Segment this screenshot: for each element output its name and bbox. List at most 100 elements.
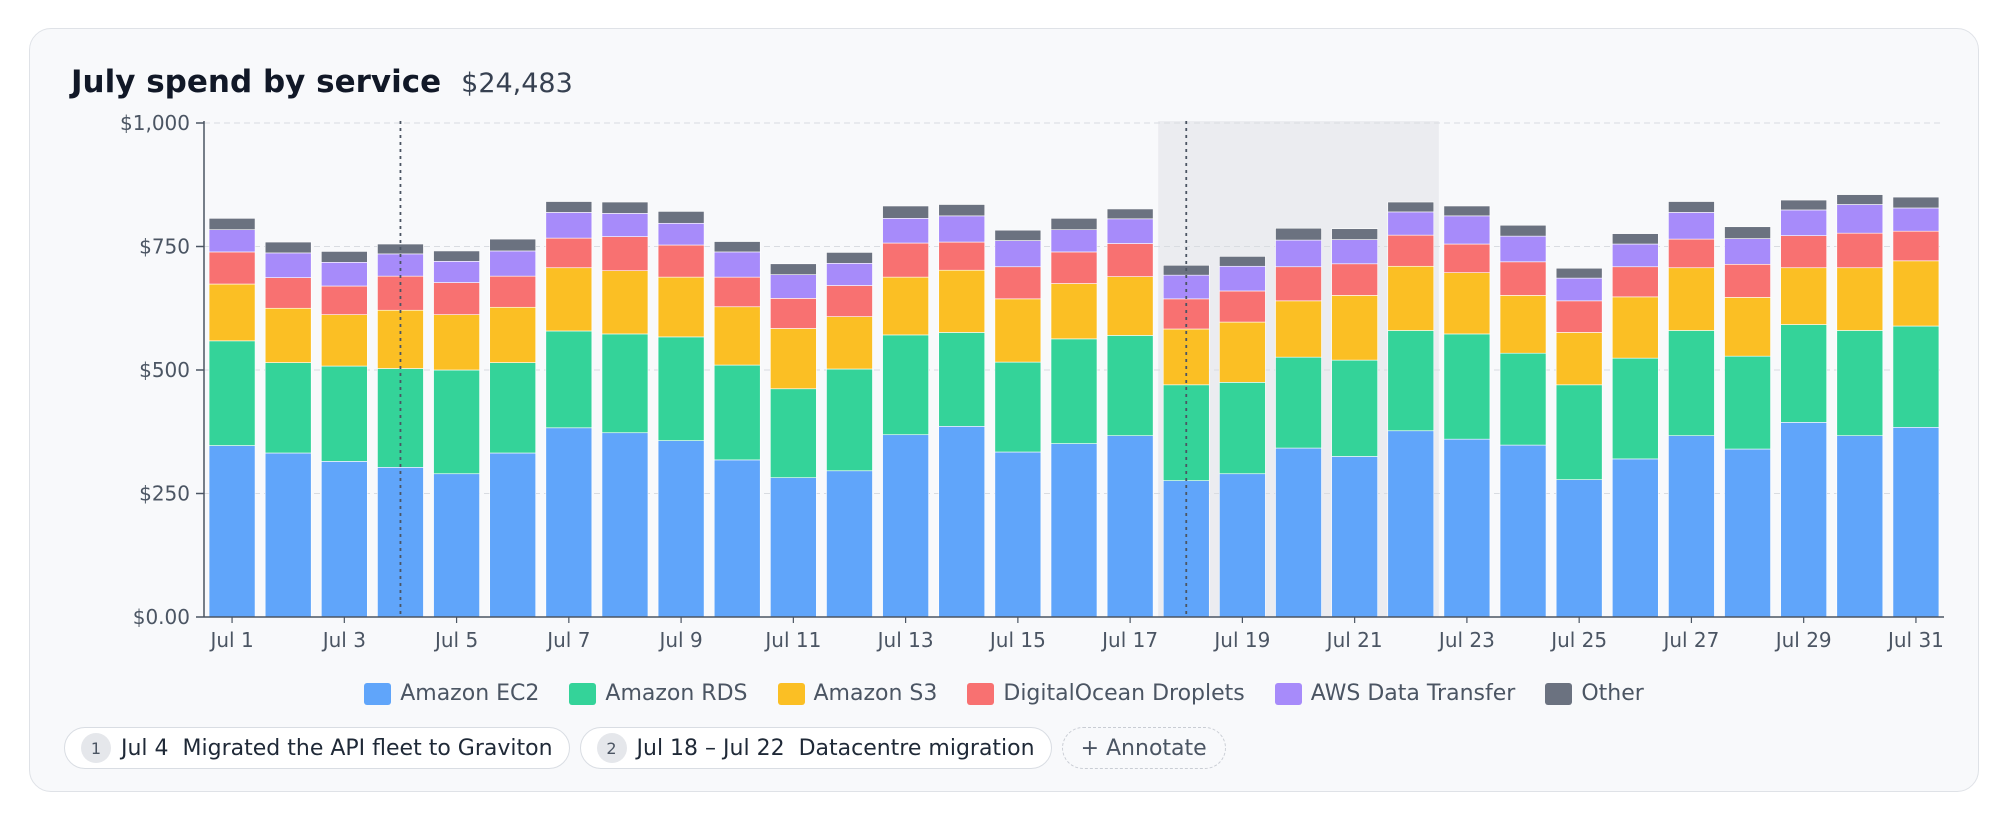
bar-segment: [1836, 194, 1884, 205]
bar-segment: [321, 285, 368, 315]
y-tick-label: $500: [139, 358, 190, 382]
annotation-text: Migrated the API fleet to Graviton: [182, 735, 553, 761]
x-tick-label: Jul 1: [208, 628, 253, 652]
legend-item-rds[interactable]: Amazon RDS: [569, 681, 748, 706]
bar-segment: [433, 282, 480, 315]
bar-segment: [994, 451, 1042, 618]
bar-segment: [770, 263, 817, 275]
bar-segment: [1555, 332, 1603, 386]
card-header: July spend by service $24,483: [71, 64, 573, 100]
bar-segment: [264, 241, 312, 254]
bar-segment: [938, 426, 986, 618]
bar-segment: [1892, 230, 1940, 262]
legend-item-s3[interactable]: Amazon S3: [777, 681, 937, 706]
bar-segment: [1499, 261, 1547, 296]
bar-segment: [770, 477, 817, 618]
x-tick-label: Jul 21: [1325, 628, 1383, 652]
bar-segment: [1106, 335, 1154, 437]
bar-segment: [489, 238, 537, 252]
bar-segment: [601, 236, 649, 272]
annotation-chip-1[interactable]: 1 Jul 4 Migrated the API fleet to Gravit…: [64, 727, 570, 769]
bar-segment: [1611, 243, 1659, 268]
bar-segment: [545, 267, 593, 332]
y-tick-label: $0.00: [133, 605, 190, 629]
bar-segment: [601, 201, 649, 214]
bar-segment: [1275, 300, 1322, 358]
bar-segment: [321, 365, 368, 462]
bar-segment: [1443, 272, 1491, 335]
legend-swatch: [364, 682, 392, 705]
bar-segment: [994, 240, 1042, 268]
legend-item-ec2[interactable]: Amazon EC2: [364, 681, 539, 706]
bar-segment: [1499, 352, 1547, 446]
bar-segment: [264, 252, 312, 278]
bar-segment: [601, 270, 649, 335]
bar-segment: [377, 253, 424, 277]
bar-segment: [713, 276, 761, 308]
bar-segment: [1836, 232, 1884, 269]
bar-segment: [1443, 205, 1491, 217]
bar-segment: [770, 298, 817, 329]
legend-item-other[interactable]: Other: [1545, 681, 1644, 706]
bar-segment: [826, 252, 873, 264]
bar-segment: [433, 369, 480, 475]
bar-segment: [1331, 239, 1378, 265]
bar-segment: [1331, 456, 1378, 618]
bar-segment: [601, 333, 649, 434]
bar-segment: [264, 277, 312, 309]
chart-legend: Amazon EC2 Amazon RDS Amazon S3 DigitalO…: [30, 681, 1978, 706]
bar-segment: [489, 306, 537, 363]
bar-segment: [938, 332, 986, 427]
x-tick-label: Jul 5: [433, 628, 478, 652]
bar-segment: [1499, 295, 1547, 354]
bar-segment: [1780, 422, 1827, 618]
bar-segment: [1443, 215, 1491, 245]
bar-segment: [208, 251, 256, 285]
bar-segment: [1275, 266, 1322, 302]
bar-segment: [1611, 296, 1659, 359]
add-annotation-button[interactable]: + Annotate: [1061, 727, 1226, 769]
bar-segment: [1611, 266, 1659, 298]
bar-segment: [1162, 274, 1210, 300]
bar-segment: [1780, 324, 1827, 423]
legend-swatch: [777, 682, 805, 705]
bar-segment: [545, 330, 593, 429]
legend-item-data-transfer[interactable]: AWS Data Transfer: [1274, 681, 1515, 706]
bar-segment: [1050, 251, 1098, 284]
bar-segment: [1275, 239, 1322, 268]
bar-segment: [433, 250, 480, 262]
annotation-text: Datacentre migration: [798, 735, 1035, 761]
bar-segment: [938, 215, 986, 243]
bar-segment: [713, 241, 761, 253]
bar-segment: [1275, 447, 1322, 618]
bar-segment: [1611, 233, 1659, 245]
bar-segment: [1387, 211, 1435, 236]
bar-segment: [208, 229, 256, 253]
bar-segment: [1555, 277, 1603, 302]
bar-segment: [1387, 234, 1435, 267]
annotation-chip-2[interactable]: 2 Jul 18 – Jul 22 Datacentre migration: [579, 727, 1052, 769]
bar-segment: [657, 222, 705, 246]
bar-segment: [1555, 479, 1603, 618]
bar-segment: [1219, 290, 1266, 323]
bar-segment: [1050, 283, 1098, 340]
bar-segment: [826, 262, 873, 286]
legend-item-droplets[interactable]: DigitalOcean Droplets: [967, 681, 1245, 706]
bar-segment: [489, 275, 537, 308]
bar-segment: [1387, 430, 1435, 618]
bar-segment: [264, 452, 312, 618]
bar-segment: [657, 440, 705, 618]
bar-segment: [713, 459, 761, 618]
bar-segment: [1219, 256, 1266, 267]
bar-segment: [321, 262, 368, 287]
bar-segment: [1275, 227, 1322, 241]
annotation-date: Jul 18 – Jul 22: [636, 735, 785, 761]
bar-segment: [1555, 384, 1603, 480]
bar-segment: [489, 362, 537, 454]
bar-segment: [1443, 438, 1491, 618]
legend-label: Amazon RDS: [605, 681, 748, 706]
bar-segment: [1050, 218, 1098, 231]
bar-segment: [657, 336, 705, 441]
bar-segment: [994, 298, 1042, 363]
x-tick-label: Jul 23: [1437, 628, 1495, 652]
